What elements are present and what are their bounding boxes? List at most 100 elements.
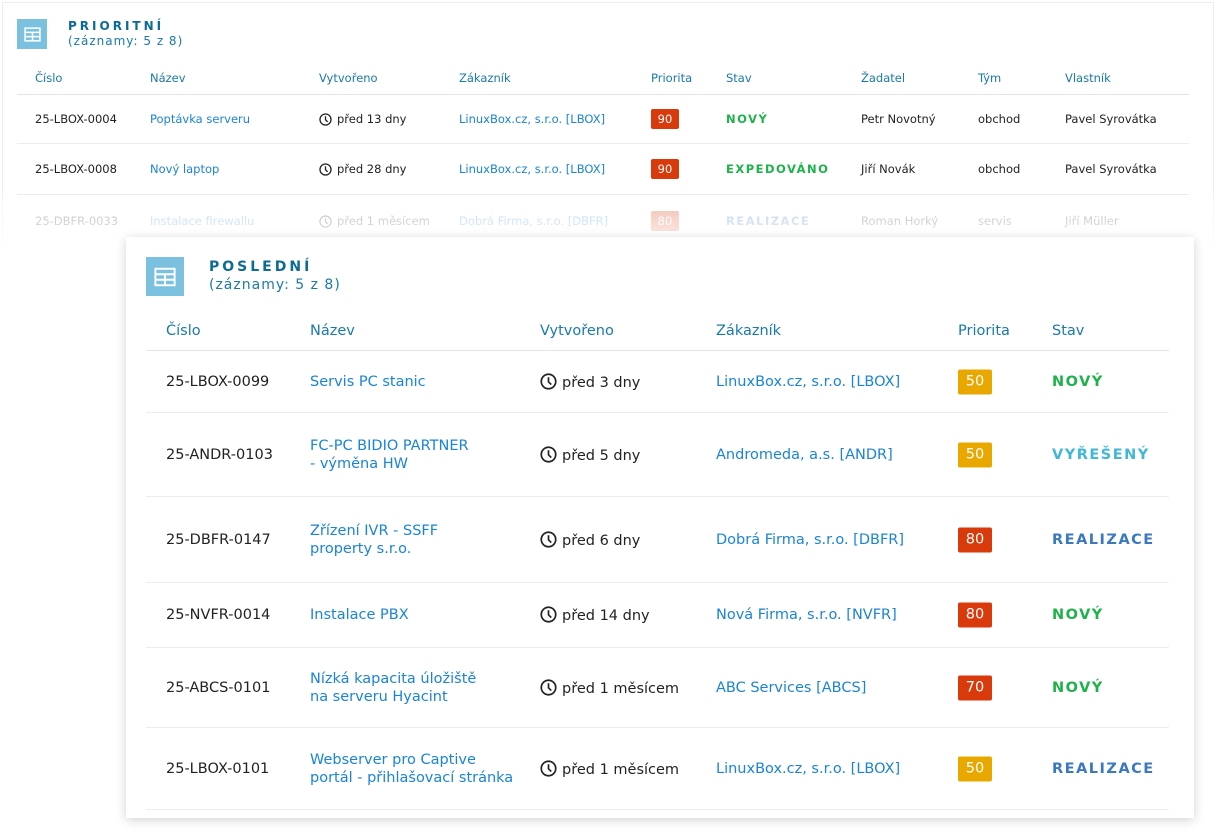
column-header[interactable]: Zákazník [459, 70, 511, 85]
cell-customer[interactable]: LinuxBox.cz, s.r.o. [LBOX] [459, 112, 606, 126]
latest-panel: POSLEDNÍ (záznamy: 5 z 8) Číslo Název Vytv… [126, 237, 1194, 818]
priority-badge: 90 [651, 109, 679, 129]
cell-team: servis [978, 213, 1012, 228]
table-row[interactable]: 25-ANDR-0103 FC-PC BIDIO PARTNER - výměna… [146, 413, 1169, 497]
priority-badge: 80 [651, 210, 679, 231]
cell-name[interactable]: FC-PC BIDIO PARTNER - výměna HW [310, 437, 469, 472]
cell-status: REALIZACE [1052, 531, 1155, 548]
column-header[interactable]: Zákazník [716, 322, 782, 339]
created-time: před 1 měsícem [562, 680, 680, 697]
priority-badge: 80 [958, 527, 992, 552]
cell-id: 25-LBOX-0004 [35, 112, 117, 126]
column-header[interactable]: Číslo [35, 70, 63, 85]
table-row[interactable]: 25-LBOX-0101 Webserver pro Captive portál… [146, 728, 1169, 810]
cell-id: 25-DBFR-0147 [166, 531, 271, 548]
column-header[interactable]: Číslo [166, 322, 201, 339]
cell-status: VYŘEŠENÝ [1052, 446, 1150, 463]
panel-title: POSLEDNÍ [209, 259, 313, 275]
cell-name[interactable]: Zřízení IVR - SSFF property s.r.o. [310, 522, 439, 557]
column-header[interactable]: Vlastník [1065, 70, 1111, 85]
cell-name[interactable]: Webserver pro Captive portál - přihlašov… [310, 751, 514, 786]
cell-id: 25-NVFR-0014 [166, 607, 271, 623]
table-row[interactable]: 25-NVFR-0014 Instalace PBX před 14 dny Nová… [146, 583, 1169, 648]
clock-icon [540, 678, 557, 696]
cell-customer[interactable]: Nová Firma, s.r.o. [NVFR] [716, 607, 897, 623]
cell-name[interactable]: Servis PC stanic [310, 373, 426, 390]
cell-status: NOVÝ [1052, 679, 1104, 696]
cell-name[interactable]: Nový laptop [150, 161, 220, 176]
cell-name[interactable]: Instalace firewallu [150, 213, 255, 228]
table-row[interactable]: 25-LBOX-0008 Nový laptop před 28 dny LinuxB… [17, 144, 1189, 195]
clock-icon [319, 163, 332, 176]
column-header[interactable]: Tým [978, 70, 1002, 85]
table-row[interactable]: 25-LBOX-0099 Servis PC stanic před 3 dny Li… [146, 351, 1169, 413]
priority-badge: 50 [958, 369, 992, 394]
cell-customer[interactable]: LinuxBox.cz, s.r.o. [LBOX] [716, 373, 901, 390]
panel-subtitle: (záznamy: 5 z 8) [68, 34, 184, 48]
cell-requester: Roman Horký [861, 213, 939, 228]
priority-badge: 50 [958, 756, 992, 781]
created-time: před 28 dny [337, 162, 407, 176]
cell-id: 25-ANDR-0103 [166, 446, 273, 463]
cell-id: 25-ABCS-0101 [166, 679, 271, 696]
cell-customer[interactable]: ABC Services [ABCS] [716, 679, 867, 696]
cell-team: obchod [978, 162, 1021, 176]
priority-badge: 70 [958, 675, 992, 700]
cell-customer[interactable]: LinuxBox.cz, s.r.o. [LBOX] [459, 162, 606, 176]
priority-badge: 90 [651, 159, 679, 179]
table-row[interactable]: 25-DBFR-0147 Zřízení IVR - SSFF property … [146, 497, 1169, 583]
priority-badge: 80 [958, 602, 992, 628]
created-time: před 14 dny [562, 608, 650, 624]
cell-requester: Jiří Novák [861, 162, 916, 176]
cell-owner: Pavel Syrovátka [1065, 112, 1157, 126]
clock-icon [540, 445, 557, 463]
created-time: před 13 dny [337, 112, 407, 126]
cell-id: 25-LBOX-0008 [35, 162, 117, 176]
cell-status: EXPEDOVÁNO [726, 162, 830, 176]
table-row[interactable]: 25-LBOX-0004 Poptávka serveru před 13 dny L… [17, 95, 1189, 144]
priority-badge: 50 [958, 442, 992, 467]
cell-status: REALIZACE [1052, 760, 1155, 777]
cell-customer[interactable]: LinuxBox.cz, s.r.o. [LBOX] [716, 760, 901, 777]
priority-panel: PRIORITNÍ (záznamy: 5 z 8) Číslo Název Vyt… [2, 2, 1214, 252]
cell-team: obchod [978, 112, 1021, 126]
cell-customer[interactable]: Dobrá Firma, s.r.o. [DBFR] [716, 531, 905, 548]
cell-status: REALIZACE [726, 213, 811, 228]
cell-id: 25-DBFR-0033 [35, 213, 119, 228]
clock-icon [540, 372, 557, 390]
clock-icon [540, 606, 557, 623]
clock-icon [319, 214, 332, 228]
column-header[interactable]: Stav [726, 70, 752, 85]
cell-name[interactable]: Instalace PBX [310, 606, 409, 623]
cell-customer[interactable]: Dobrá Firma, s.r.o. [DBFR] [459, 213, 609, 228]
column-header[interactable]: Vytvořeno [319, 70, 378, 85]
table-icon [146, 257, 184, 296]
cell-status: NOVÝ [1052, 607, 1104, 623]
cell-name[interactable]: Poptávka serveru [150, 111, 251, 126]
column-header[interactable]: Vytvořeno [540, 322, 614, 339]
table-header: Číslo Název Vytvořeno Zákazník Priorita Stav Ž… [17, 61, 1189, 95]
panel-title: PRIORITNÍ [68, 19, 165, 33]
created-time: před 1 měsícem [337, 213, 430, 228]
cell-status: NOVÝ [1052, 373, 1104, 390]
panel-subtitle: (záznamy: 5 z 8) [209, 277, 341, 293]
created-time: před 5 dny [562, 447, 641, 464]
cell-requester: Petr Novotný [861, 112, 936, 126]
column-header[interactable]: Stav [1052, 322, 1085, 339]
column-header[interactable]: Název [150, 70, 186, 85]
column-header[interactable]: Priorita [651, 70, 693, 85]
column-header[interactable]: Název [310, 322, 355, 339]
table-row[interactable]: 25-ABCS-0101 Nízká kapacita úložiště na s… [146, 648, 1169, 728]
created-time: před 1 měsícem [562, 761, 680, 778]
cell-owner: Pavel Syrovátka [1065, 162, 1157, 176]
clock-icon [540, 530, 557, 548]
cell-name[interactable]: Nízká kapacita úložiště na serveru Hyaci… [310, 670, 477, 705]
created-time: před 3 dny [562, 374, 641, 391]
cell-id: 25-LBOX-0099 [166, 373, 270, 390]
table-header: Číslo Název Vytvořeno Zákazník Priorita Stav [146, 311, 1169, 351]
column-header[interactable]: Priorita [958, 322, 1010, 339]
clock-icon [319, 113, 332, 126]
cell-id: 25-LBOX-0101 [166, 760, 270, 777]
column-header[interactable]: Žadatel [861, 70, 906, 85]
cell-customer[interactable]: Andromeda, a.s. [ANDR] [716, 446, 893, 463]
